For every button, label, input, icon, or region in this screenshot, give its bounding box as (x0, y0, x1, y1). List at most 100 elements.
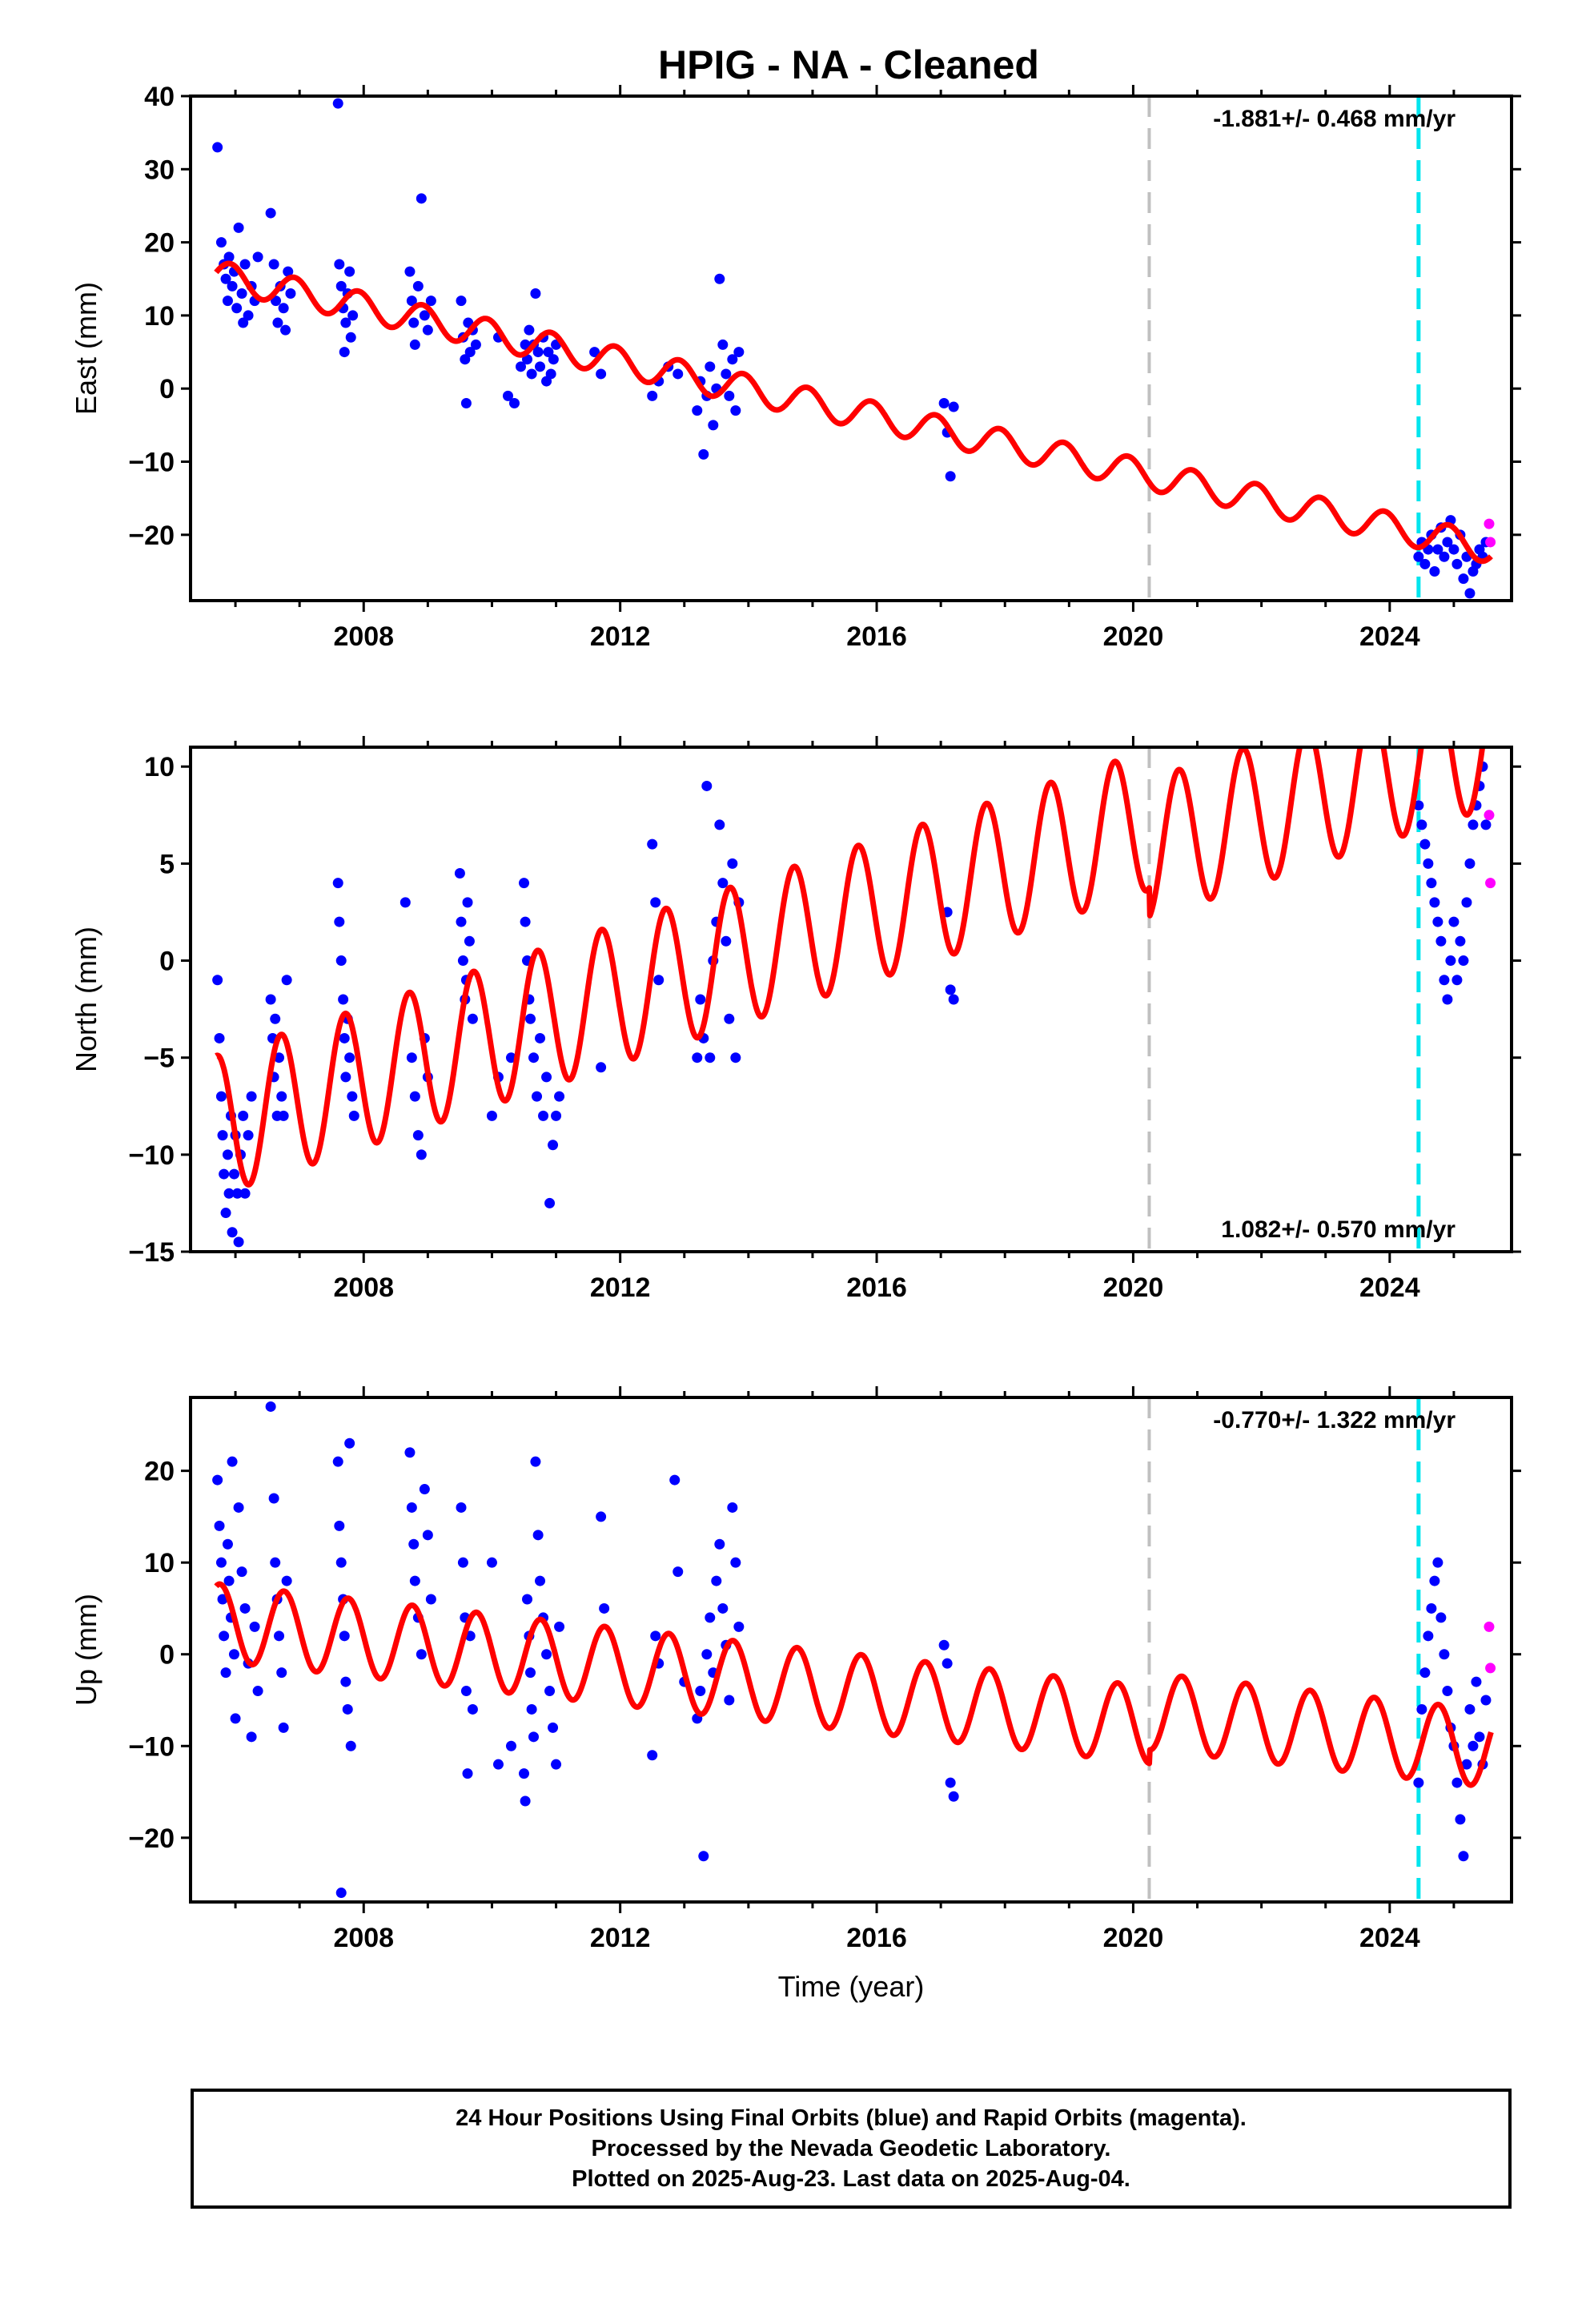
final-orbit-point (344, 1437, 355, 1449)
final-orbit-point (220, 1667, 231, 1679)
final-orbit-point (948, 1791, 959, 1802)
final-orbit-point (270, 1557, 281, 1568)
final-orbit-point (1435, 935, 1447, 947)
rapid-orbit-point (1485, 537, 1496, 548)
final-orbit-point (1413, 800, 1424, 811)
final-orbit-point (1455, 935, 1466, 947)
final-orbit-point (409, 1091, 420, 1102)
final-orbit-point (596, 368, 607, 380)
final-orbit-point (650, 1630, 661, 1642)
final-orbit-point (1448, 544, 1460, 555)
final-orbit-point (1426, 1602, 1437, 1614)
final-orbit-point (412, 280, 424, 292)
final-orbit-point (416, 1149, 427, 1160)
final-orbit-point (272, 317, 283, 328)
final-orbit-point (525, 1013, 536, 1024)
final-orbit-point (340, 1072, 351, 1083)
final-orbit-point (233, 1236, 244, 1248)
final-orbit-point (705, 1612, 716, 1623)
model-curve (214, 260, 1494, 565)
final-orbit-point (1423, 1630, 1434, 1642)
final-orbit-point (701, 780, 713, 791)
final-orbit-point (653, 975, 665, 986)
final-orbit-point (220, 1208, 231, 1219)
final-orbit-point (220, 273, 231, 284)
final-orbit-point (227, 280, 238, 292)
final-orbit-point (486, 1110, 497, 1121)
final-orbit-point (222, 1149, 233, 1160)
final-orbit-point (285, 288, 296, 300)
final-orbit-point (705, 1052, 716, 1063)
final-orbit-point (1455, 1814, 1466, 1825)
model-curve (214, 747, 1486, 1188)
final-orbit-point (238, 1110, 249, 1121)
final-orbit-point (409, 339, 420, 350)
final-orbit-point (727, 354, 738, 365)
x-tick-label: 2008 (333, 1923, 394, 1953)
final-orbit-point (243, 1130, 254, 1141)
final-orbit-point (1445, 955, 1456, 967)
panel-1: −15 −10 −5 0 5 10 2008 2012 2016 2020 2024 North (m… (70, 736, 1521, 1303)
final-orbit-point (1458, 1851, 1469, 1862)
final-orbit-point (236, 288, 247, 300)
final-orbit-point (724, 1013, 735, 1024)
final-orbit-point (948, 401, 959, 412)
final-orbit-point (1442, 1686, 1453, 1697)
final-orbit-point (454, 868, 465, 879)
y-tick-label: −20 (128, 521, 175, 551)
final-orbit-point (406, 1502, 417, 1513)
y-tick-label: 10 (144, 301, 175, 332)
y-tick-label: 40 (144, 82, 175, 112)
final-orbit-point (526, 1703, 537, 1715)
final-orbit-point (1423, 858, 1434, 869)
final-orbit-point (551, 1110, 562, 1121)
final-orbit-point (1468, 819, 1479, 830)
final-orbit-point (1416, 1703, 1427, 1715)
y-tick-label: −20 (128, 1823, 175, 1854)
final-orbit-point (236, 1566, 247, 1578)
model-curve (214, 1581, 1494, 1788)
final-orbit-point (1432, 544, 1443, 555)
footer-line-1: 24 Hour Positions Using Final Orbits (bl… (456, 2105, 1247, 2131)
final-orbit-point (239, 1188, 251, 1199)
rapid-orbit-point (1485, 1663, 1496, 1674)
footer-line-2: Processed by the Nevada Geodetic Laborat… (591, 2136, 1111, 2161)
y-tick-label: 0 (159, 1640, 175, 1671)
final-orbit-point (1464, 858, 1476, 869)
y-tick-label: 0 (159, 947, 175, 977)
final-orbit-point (1452, 975, 1463, 986)
final-orbit-point (215, 1091, 227, 1102)
final-orbit-point (233, 222, 244, 233)
final-orbit-point (938, 397, 950, 408)
x-tick-label: 2016 (846, 1923, 907, 1953)
final-orbit-point (460, 1686, 472, 1697)
final-orbit-point (532, 1530, 544, 1541)
final-orbit-point (1458, 573, 1469, 585)
final-orbit-point (334, 1520, 345, 1531)
final-orbit-point (1452, 1777, 1463, 1788)
final-orbit-point (278, 303, 289, 314)
final-orbit-point (733, 347, 745, 358)
final-orbit-point (1448, 916, 1460, 927)
final-orbit-point (1419, 1667, 1431, 1679)
x-tick-label: 2012 (590, 621, 651, 652)
x-tick-label: 2024 (1359, 1273, 1420, 1303)
final-orbit-point (516, 361, 526, 372)
final-orbit-point (406, 296, 417, 307)
final-orbit-point (717, 878, 729, 889)
final-orbit-point (214, 1032, 225, 1043)
final-orbit-point (425, 296, 436, 307)
final-orbit-point (730, 1052, 741, 1063)
final-orbit-point (348, 1110, 359, 1121)
final-orbit-point (695, 1686, 706, 1697)
final-orbit-point (456, 1502, 467, 1513)
final-orbit-point (422, 1530, 433, 1541)
final-orbit-point (1439, 975, 1450, 986)
final-orbit-point (270, 1013, 281, 1024)
chart-title: HPIG - NA - Cleaned (658, 42, 1039, 87)
final-orbit-point (502, 390, 513, 401)
final-orbit-point (345, 332, 356, 343)
final-orbit-point (535, 1032, 546, 1043)
final-orbit-point (541, 1649, 552, 1660)
